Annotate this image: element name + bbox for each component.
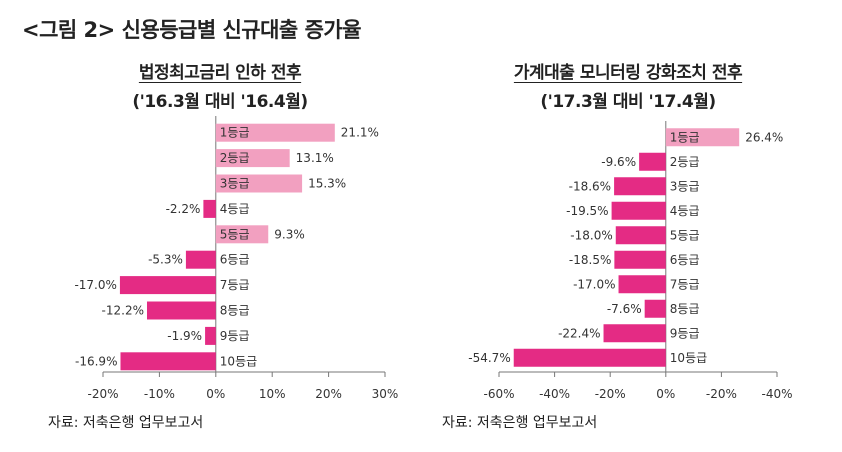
right-bar-10 xyxy=(513,348,666,367)
right-chart-title-block: 가계대출 모니터링 강화조치 전후 ('17.3월 대비 '17.4월) xyxy=(458,58,798,112)
left-category-label: 1등급 xyxy=(220,126,250,140)
right-value-label: -22.4% xyxy=(558,326,600,340)
right-category-label: 1등급 xyxy=(670,130,700,144)
left-x-tick-label: -20% xyxy=(87,387,118,401)
left-value-label: 13.1% xyxy=(296,151,334,165)
right-value-label: -18.6% xyxy=(569,179,611,193)
left-category-label: 3등급 xyxy=(220,177,250,191)
left-value-label: 9.3% xyxy=(274,227,305,241)
left-bar-2 xyxy=(215,149,290,168)
right-value-label: -9.6% xyxy=(601,155,636,169)
left-value-label: -12.2% xyxy=(102,304,144,318)
right-category-label: 2등급 xyxy=(670,155,700,169)
right-bar-9 xyxy=(603,324,666,343)
left-category-label: 6등급 xyxy=(220,253,250,267)
left-category-label: 10등급 xyxy=(220,354,257,368)
right-category-label: 7등급 xyxy=(670,277,700,291)
left-bar-4 xyxy=(203,199,216,218)
left-chart-title: 법정최고금리 인하 전후 xyxy=(138,63,302,83)
right-bar-5 xyxy=(615,226,666,245)
left-category-label: 8등급 xyxy=(220,304,250,318)
left-chart-subtitle: ('16.3월 대비 '16.4월) xyxy=(132,92,308,112)
left-source-note: 자료: 저축은행 업무보고서 xyxy=(48,415,204,431)
right-value-label: -18.0% xyxy=(570,228,612,242)
right-x-tick-label: -40% xyxy=(761,387,792,401)
left-value-label: 21.1% xyxy=(341,126,379,140)
left-value-label: -1.9% xyxy=(167,329,202,343)
left-value-label: -16.9% xyxy=(75,354,117,368)
right-value-label: -18.5% xyxy=(569,253,611,267)
left-chart-title-block: 법정최고금리 인하 전후 ('16.3월 대비 '16.4월) xyxy=(50,58,390,112)
left-x-tick-label: 20% xyxy=(315,387,342,401)
left-value-label: -5.3% xyxy=(148,253,183,267)
left-value-label: -2.2% xyxy=(166,202,201,216)
right-category-label: 5등급 xyxy=(670,228,700,242)
right-x-tick-label: -20% xyxy=(706,387,737,401)
right-x-tick-label: -60% xyxy=(483,387,514,401)
left-category-label: 2등급 xyxy=(220,151,250,165)
right-bar-8 xyxy=(644,299,666,318)
left-category-label: 9등급 xyxy=(220,329,250,343)
left-bar-3 xyxy=(215,174,303,193)
left-x-tick-label: -10% xyxy=(144,387,175,401)
right-chart-subtitle: ('17.3월 대비 '17.4월) xyxy=(540,92,716,112)
left-bar-5 xyxy=(215,225,269,244)
right-bar-7 xyxy=(618,275,666,294)
right-value-label: -19.5% xyxy=(566,204,608,218)
right-bar-3 xyxy=(614,177,666,196)
left-bar-7 xyxy=(119,276,216,295)
left-bar-8 xyxy=(146,301,216,320)
left-bar-6 xyxy=(185,250,216,269)
right-category-label: 8등급 xyxy=(670,302,700,316)
right-bar-4 xyxy=(611,201,666,220)
left-category-label: 4등급 xyxy=(220,202,250,216)
right-bar-6 xyxy=(614,250,666,269)
right-value-label: 26.4% xyxy=(745,130,783,144)
right-source-note: 자료: 저축은행 업무보고서 xyxy=(442,415,598,431)
left-x-tick-label: 0% xyxy=(206,387,225,401)
left-x-tick-label: 10% xyxy=(259,387,286,401)
right-chart-title: 가계대출 모니터링 강화조치 전후 xyxy=(513,63,743,83)
right-category-label: 9등급 xyxy=(670,326,700,340)
right-x-tick-label: -40% xyxy=(539,387,570,401)
figure-title: <그림 2> 신용등급별 신규대출 증가율 xyxy=(22,18,362,42)
right-category-label: 10등급 xyxy=(670,351,707,365)
right-value-label: -54.7% xyxy=(468,351,510,365)
right-x-tick-label: 0% xyxy=(656,387,675,401)
right-value-label: -7.6% xyxy=(607,302,642,316)
left-bar-1 xyxy=(215,123,335,142)
left-bar-10 xyxy=(120,352,216,371)
left-x-tick-label: 30% xyxy=(372,387,399,401)
left-value-label: -17.0% xyxy=(74,278,116,292)
right-x-tick-label: -20% xyxy=(595,387,626,401)
left-bar-9 xyxy=(205,326,216,345)
right-bar-1 xyxy=(665,128,740,147)
left-category-label: 7등급 xyxy=(220,278,250,292)
left-category-label: 5등급 xyxy=(220,227,250,241)
left-value-label: 15.3% xyxy=(308,177,346,191)
right-category-label: 4등급 xyxy=(670,204,700,218)
right-bar-2 xyxy=(639,152,666,171)
right-category-label: 6등급 xyxy=(670,253,700,267)
right-value-label: -17.0% xyxy=(573,277,615,291)
right-category-label: 3등급 xyxy=(670,179,700,193)
